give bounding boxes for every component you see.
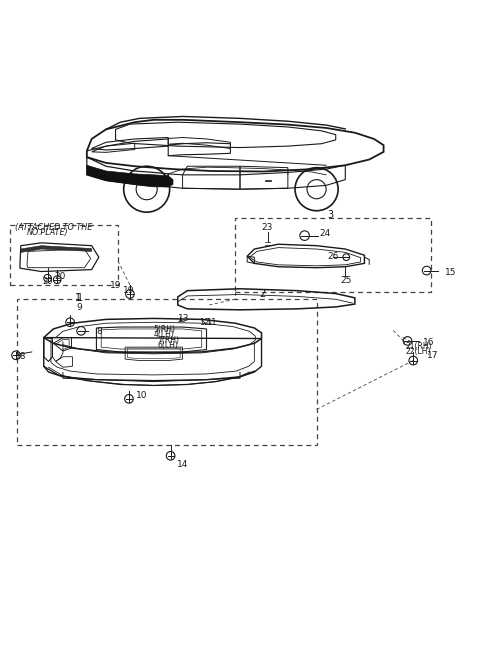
Text: 7(RH): 7(RH) xyxy=(157,336,179,345)
Text: 9: 9 xyxy=(76,303,82,312)
Text: 16: 16 xyxy=(423,338,435,347)
Text: 19: 19 xyxy=(110,281,121,290)
Text: 12: 12 xyxy=(199,318,210,327)
Text: 23: 23 xyxy=(262,223,273,232)
Text: 25: 25 xyxy=(340,276,352,285)
Text: NO.PLATE): NO.PLATE) xyxy=(27,228,69,237)
Text: 1: 1 xyxy=(77,293,84,303)
Text: 22(LH): 22(LH) xyxy=(405,348,431,356)
Polygon shape xyxy=(21,246,92,253)
Text: 18: 18 xyxy=(15,352,26,361)
Polygon shape xyxy=(87,165,173,187)
Text: (ATTACHED TO THE: (ATTACHED TO THE xyxy=(15,223,92,232)
Text: 11: 11 xyxy=(206,318,217,327)
Text: 4(LH): 4(LH) xyxy=(154,330,175,339)
Text: 21(RH): 21(RH) xyxy=(405,342,432,351)
Text: 3: 3 xyxy=(327,209,334,220)
Text: 10: 10 xyxy=(136,392,148,400)
Text: 15: 15 xyxy=(445,268,456,276)
Text: 1: 1 xyxy=(75,293,81,303)
Text: 20: 20 xyxy=(54,272,66,281)
Text: 26: 26 xyxy=(327,252,338,260)
Text: 19: 19 xyxy=(123,286,134,295)
Text: 5(RH): 5(RH) xyxy=(154,325,176,334)
Text: 2: 2 xyxy=(259,289,265,298)
Text: 8: 8 xyxy=(96,327,102,336)
Text: 20: 20 xyxy=(42,277,53,286)
Text: 13: 13 xyxy=(178,314,189,323)
Text: 6(LH): 6(LH) xyxy=(157,341,178,350)
Text: 14: 14 xyxy=(177,460,188,469)
Text: 24: 24 xyxy=(319,229,330,238)
Text: 17: 17 xyxy=(427,351,438,360)
